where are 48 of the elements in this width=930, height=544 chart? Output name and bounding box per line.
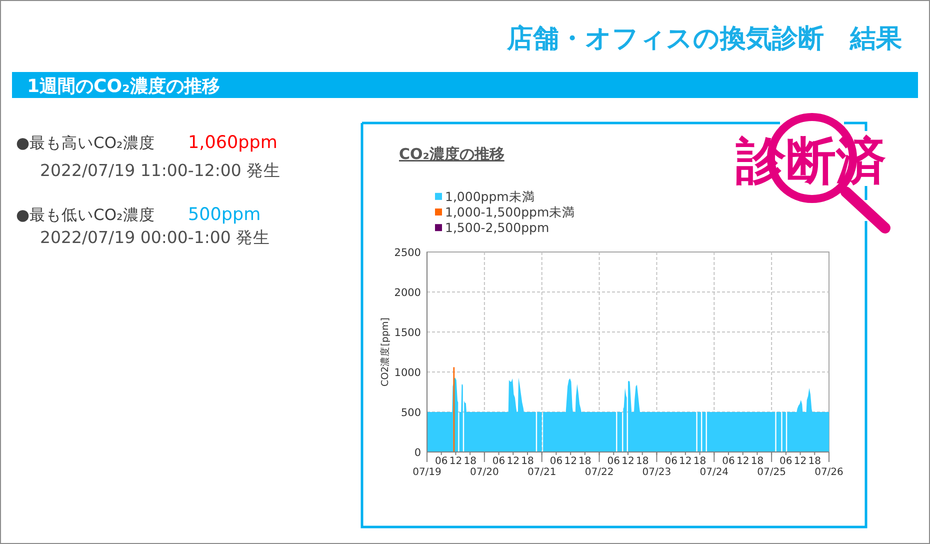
x-tick-label: 06 bbox=[664, 456, 678, 467]
x2-tick-label: 07/19 bbox=[412, 467, 442, 478]
x-tick-label: 06 bbox=[780, 456, 792, 467]
x-tick-label: 12 bbox=[679, 456, 692, 467]
y-tick-label: 2500 bbox=[394, 246, 421, 259]
x-tick-label: 12 bbox=[564, 456, 577, 467]
x-tick-label: 18 bbox=[636, 456, 649, 467]
x-tick-label: 12 bbox=[506, 456, 520, 467]
text: ●最も高いCO₂濃度 bbox=[16, 134, 155, 152]
legend-label: 1,500-2,500ppm bbox=[445, 220, 550, 235]
chart-title: CO₂濃度の推移 bbox=[399, 145, 504, 163]
x-tick-label: 18 bbox=[808, 456, 822, 467]
x-tick-label: 18 bbox=[521, 456, 534, 467]
y-tick-label: 500 bbox=[400, 406, 421, 419]
x-tick-label: 06 bbox=[434, 456, 448, 467]
y-tick-label: 1000 bbox=[394, 366, 421, 379]
text: ●最も低いCO₂濃度 bbox=[16, 206, 155, 224]
text: 500ppm bbox=[188, 205, 261, 225]
text: 店舗・オフィスの換気診断 結果 bbox=[506, 24, 902, 54]
x-tick-label: 06 bbox=[722, 456, 735, 467]
x2-tick-label: 07/20 bbox=[470, 467, 499, 478]
y-axis-title: CO2濃度[ppm] bbox=[379, 318, 391, 386]
text: 1週間のCO₂濃度の推移 bbox=[27, 76, 220, 97]
y-tick-label: 0 bbox=[414, 446, 421, 459]
x2-tick-label: 07/26 bbox=[814, 467, 844, 478]
x-tick-label: 06 bbox=[607, 456, 620, 467]
text: 2022/07/19 00:00-1:00 発生 bbox=[40, 228, 270, 247]
x2-tick-label: 07/25 bbox=[757, 467, 786, 478]
x-tick-label: 06 bbox=[492, 456, 506, 467]
legend-label: 1,000ppm未満 bbox=[445, 188, 535, 204]
x2-tick-label: 07/21 bbox=[527, 467, 556, 478]
x2-tick-label: 07/23 bbox=[642, 467, 672, 478]
x2-tick-label: 07/22 bbox=[584, 467, 614, 478]
x-tick-label: 18 bbox=[693, 456, 706, 467]
x-tick-label: 12 bbox=[622, 456, 634, 467]
y-tick-label: 2000 bbox=[394, 286, 421, 299]
text: 1,060ppm bbox=[188, 133, 278, 153]
y-tick-label: 1500 bbox=[394, 326, 421, 339]
text: 2022/07/19 11:00-12:00 発生 bbox=[40, 161, 281, 180]
x-tick-label: 12 bbox=[736, 456, 750, 467]
x-tick-label: 18 bbox=[578, 456, 592, 467]
x-tick-label: 06 bbox=[550, 456, 563, 467]
x-tick-label: 12 bbox=[794, 456, 807, 467]
x2-tick-label: 07/24 bbox=[700, 467, 729, 478]
x-tick-label: 18 bbox=[464, 456, 476, 467]
legend-label: 1,000-1,500ppm未満 bbox=[445, 204, 576, 220]
x-tick-label: 12 bbox=[449, 456, 462, 467]
x-tick-label: 18 bbox=[750, 456, 764, 467]
